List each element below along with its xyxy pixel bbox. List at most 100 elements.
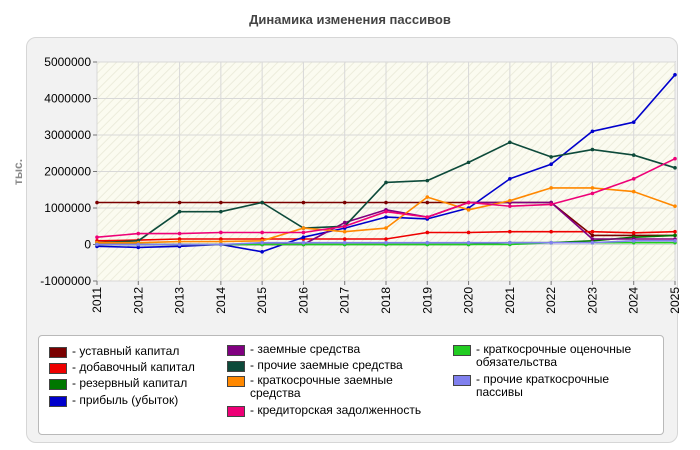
- x-tick-label: 2014: [214, 287, 228, 314]
- legend-item: - заемные средства: [227, 343, 427, 356]
- legend-label: - прочие заемные средства: [250, 358, 403, 372]
- data-point: [342, 200, 347, 205]
- data-point: [549, 186, 553, 190]
- data-point: [549, 162, 553, 166]
- y-tick-label: -1000000: [40, 274, 91, 288]
- data-point: [631, 189, 636, 194]
- x-tick-label: 2015: [255, 287, 269, 314]
- y-axis-label: тыс.: [11, 159, 25, 185]
- data-point: [673, 229, 677, 234]
- data-point: [631, 239, 636, 243]
- data-point: [301, 235, 306, 239]
- legend-label: - добавочный капитал: [72, 360, 195, 374]
- x-tick-label: 2016: [296, 287, 310, 314]
- legend-swatch: [49, 396, 67, 407]
- data-point: [673, 233, 677, 238]
- legend-swatch: [227, 376, 245, 387]
- data-point: [508, 198, 512, 203]
- data-point: [219, 209, 223, 214]
- data-point: [260, 250, 264, 254]
- data-point: [177, 242, 182, 247]
- data-point: [219, 230, 223, 235]
- y-tick-label: 0: [84, 238, 91, 252]
- y-tick-label: 4000000: [44, 92, 91, 106]
- legend-item: - прибыль (убыток): [49, 394, 249, 407]
- data-point: [342, 229, 347, 234]
- x-tick-label: 2011: [90, 287, 104, 313]
- data-point: [425, 230, 430, 235]
- x-tick-label: 2018: [379, 287, 393, 314]
- data-point: [508, 177, 512, 181]
- data-point: [136, 245, 141, 250]
- legend-swatch: [49, 379, 67, 390]
- data-point: [508, 204, 512, 208]
- legend-item: - уставный капитал: [49, 345, 249, 358]
- x-tick-label: 2017: [338, 287, 352, 314]
- data-point: [631, 120, 636, 125]
- data-point: [384, 226, 388, 230]
- data-point: [177, 200, 182, 205]
- legend-label: - прочие краткосрочные пассивы: [476, 372, 610, 399]
- legend-item: - прочие краткосрочные пассивы: [453, 373, 653, 399]
- series-lines: [95, 72, 677, 254]
- data-point: [590, 186, 595, 190]
- data-point: [384, 200, 388, 205]
- data-point: [590, 233, 595, 238]
- data-point: [590, 147, 595, 152]
- legend-label: - резервный капитал: [72, 376, 188, 390]
- legend-label: - краткосрочные заемные средства: [250, 373, 393, 400]
- data-point: [342, 224, 347, 229]
- data-point: [590, 240, 595, 245]
- data-point: [508, 229, 512, 234]
- data-point: [177, 209, 182, 214]
- data-point: [177, 231, 182, 236]
- x-tick-label: 2012: [131, 287, 145, 314]
- data-point: [384, 237, 388, 241]
- x-tick-label: 2021: [503, 287, 517, 314]
- data-point: [508, 240, 512, 245]
- data-point: [673, 204, 677, 208]
- data-point: [384, 240, 388, 245]
- y-axis-ticks: 5000000 4000000 3000000 2000000 1000000 0 -100…: [40, 55, 97, 288]
- data-point: [260, 230, 264, 235]
- data-point: [384, 209, 388, 214]
- data-point: [260, 200, 264, 205]
- legend-label: - заемные средства: [250, 342, 361, 356]
- data-point: [631, 177, 636, 181]
- data-point: [136, 231, 141, 236]
- legend-item: - краткосрочные заемные средства: [227, 374, 427, 400]
- data-point: [425, 240, 430, 245]
- x-tick-label: 2022: [544, 287, 558, 314]
- data-point: [177, 239, 182, 244]
- x-tick-label: 2023: [585, 287, 599, 314]
- data-point: [384, 215, 388, 219]
- data-point: [590, 229, 595, 234]
- data-point: [95, 242, 99, 247]
- legend-item: - прочие заемные средства: [227, 359, 427, 372]
- data-point: [466, 230, 471, 235]
- data-point: [301, 240, 306, 245]
- data-point: [673, 72, 677, 77]
- legend-label: - уставный капитал: [72, 344, 180, 358]
- data-point: [425, 215, 430, 219]
- data-point: [466, 160, 471, 165]
- x-tick-label: 2025: [668, 287, 682, 314]
- data-point: [590, 237, 595, 241]
- legend-swatch: [227, 406, 245, 417]
- data-point: [590, 191, 595, 196]
- y-tick-label: 2000000: [44, 165, 91, 179]
- data-point: [549, 229, 553, 234]
- data-point: [342, 237, 347, 241]
- data-point: [549, 240, 553, 245]
- data-point: [384, 180, 388, 185]
- legend: - уставный капитал - добавочный капитал - …: [38, 335, 664, 435]
- legend-swatch: [49, 363, 67, 374]
- legend-label: - кредиторская задолженность: [250, 403, 422, 417]
- y-tick-label: 1000000: [44, 201, 91, 215]
- chart-title: Динамика изменения пассивов: [249, 12, 451, 27]
- legend-swatch: [227, 361, 245, 372]
- data-point: [136, 242, 141, 247]
- y-tick-label: 3000000: [44, 128, 91, 142]
- x-tick-label: 2020: [462, 287, 476, 314]
- x-tick-label: 2024: [627, 287, 641, 314]
